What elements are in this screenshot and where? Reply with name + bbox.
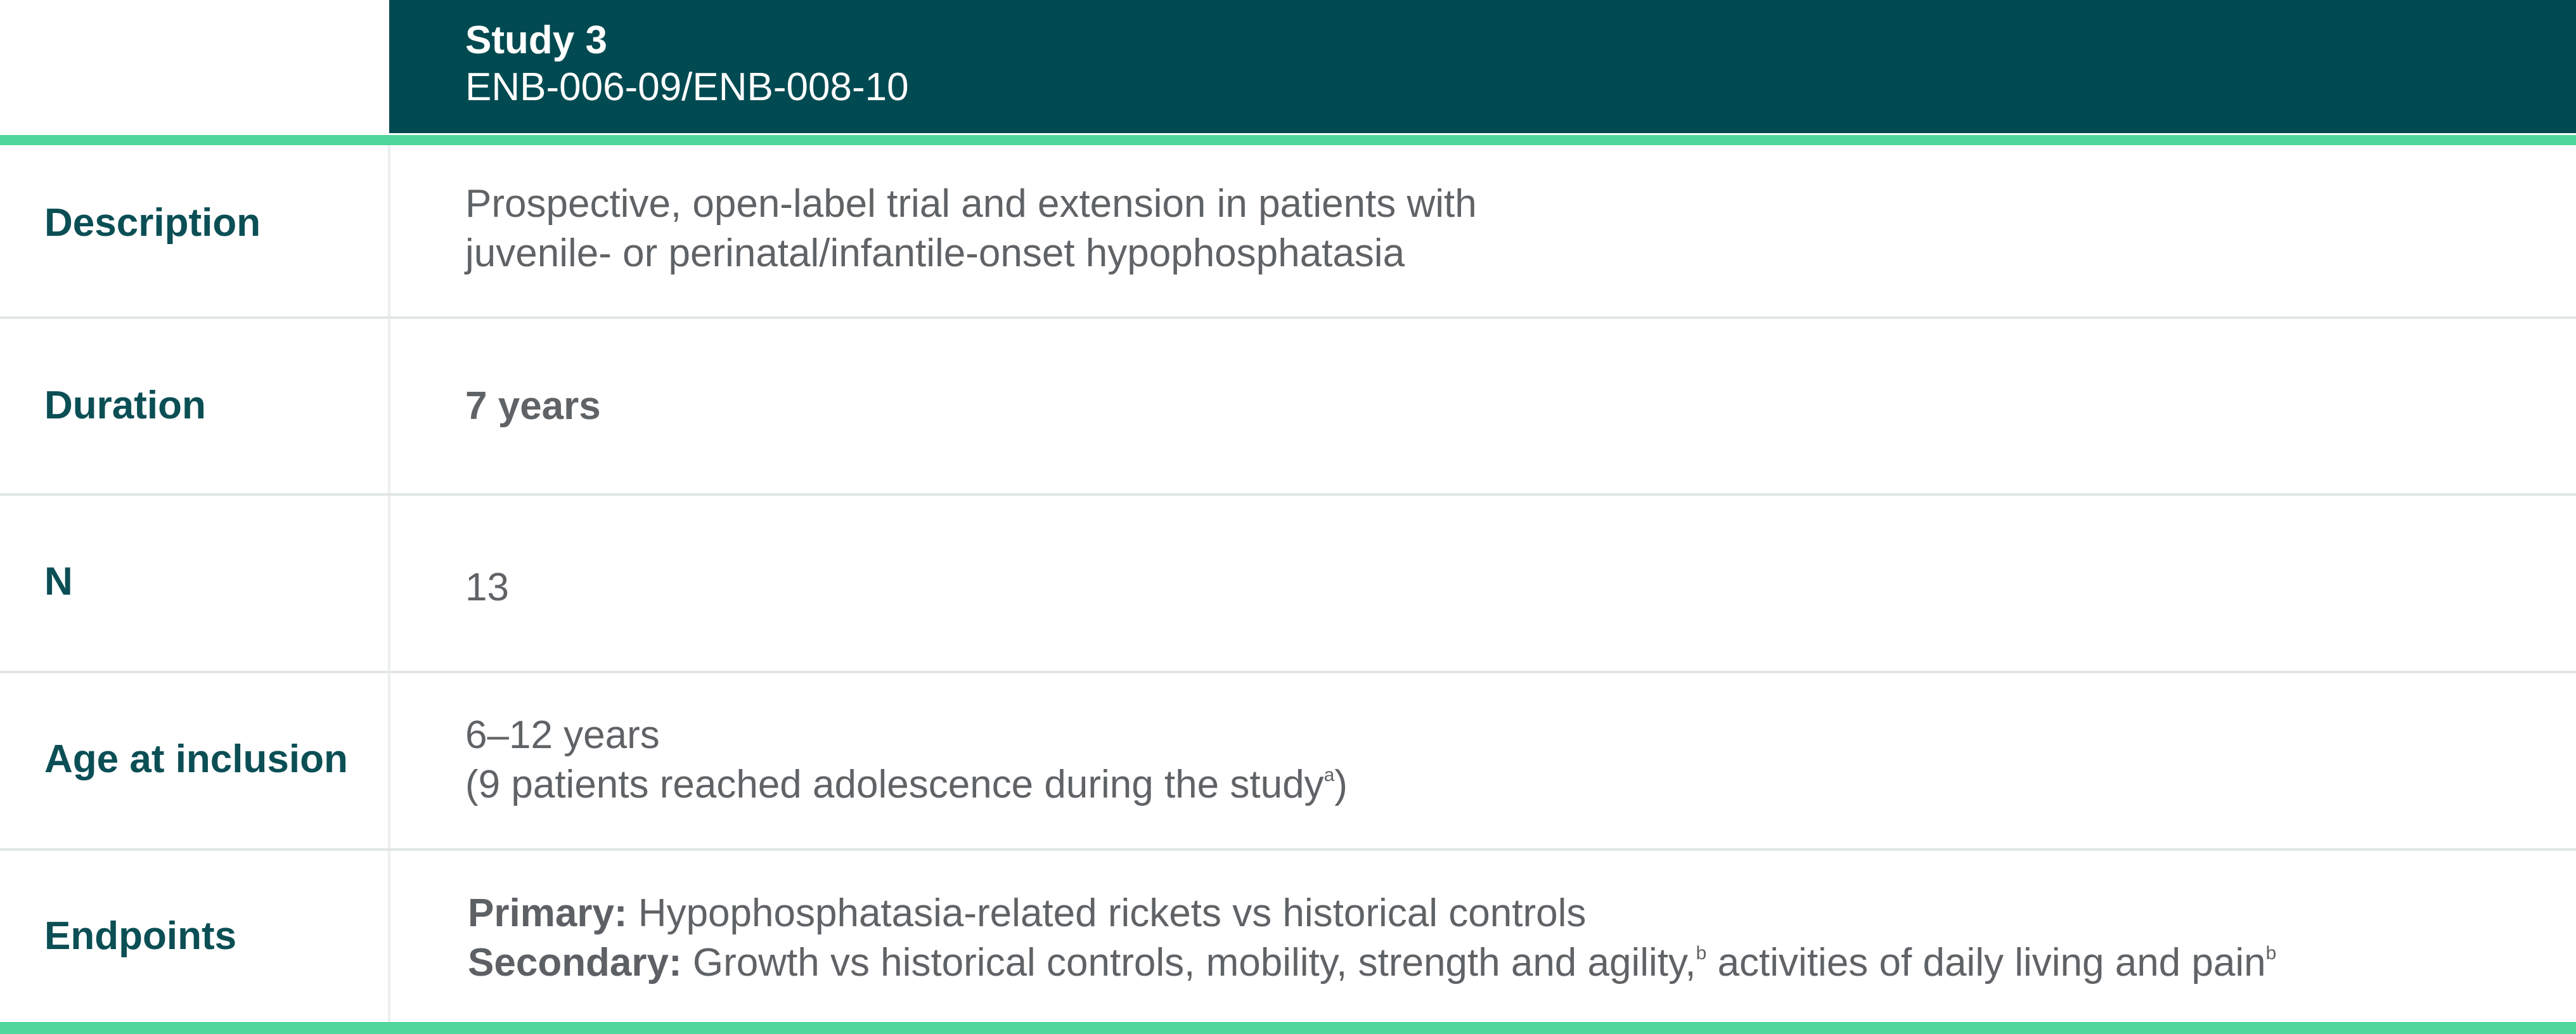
footer-accent-rule	[0, 1022, 2576, 1034]
row-divider	[0, 671, 2576, 673]
age-line-2-close: )	[1334, 763, 1348, 806]
description-line-1: Prospective, open-label trial and extens…	[465, 182, 1477, 226]
study-code: ENB-006-09/ENB-008-10	[465, 65, 909, 109]
study-header: Study 3 ENB-006-09/ENB-008-10	[389, 0, 2576, 133]
row-value-n: 13	[465, 565, 509, 609]
description-line-2: juvenile- or perinatal/infantile-onset h…	[465, 231, 1405, 275]
row-label-description: Description	[44, 201, 261, 245]
primary-text: Hypophosphatasia-related rickets vs hist…	[627, 891, 1587, 935]
age-line-2-text: (9 patients reached adolescence during t…	[465, 763, 1324, 806]
column-divider	[388, 145, 390, 1022]
row-label-endpoints: Endpoints	[44, 914, 237, 958]
study-title: Study 3	[465, 18, 607, 62]
row-label-n: N	[44, 560, 73, 604]
row-value-endpoints: Primary: Hypophosphatasia-related ricket…	[468, 889, 2276, 988]
secondary-text-1: Growth vs historical controls, mobility,…	[681, 941, 1696, 985]
age-line-1: 6–12 years	[465, 713, 660, 757]
row-divider	[0, 848, 2576, 851]
row-divider	[0, 316, 2576, 319]
secondary-text-2: activities of daily living and pain	[1706, 941, 2266, 985]
footnote-marker: b	[2265, 943, 2277, 964]
row-label-duration: Duration	[44, 384, 206, 427]
endpoint-secondary: Secondary: Growth vs historical controls…	[468, 938, 2276, 988]
row-divider	[0, 493, 2576, 496]
row-value-age: 6–12 years (9 patients reached adolescen…	[465, 711, 1348, 810]
secondary-label: Secondary:	[468, 941, 682, 985]
footnote-marker: b	[1696, 943, 1707, 964]
header-accent-rule	[0, 135, 2576, 145]
header-blank-cell	[0, 0, 389, 133]
primary-label: Primary:	[468, 891, 628, 935]
footnote-marker: a	[1323, 765, 1335, 786]
row-value-description: Prospective, open-label trial and extens…	[465, 179, 1477, 278]
age-line-2: (9 patients reached adolescence during t…	[465, 760, 1348, 810]
endpoint-primary: Primary: Hypophosphatasia-related ricket…	[468, 889, 2276, 938]
row-value-duration: 7 years	[465, 384, 601, 428]
row-label-age: Age at inclusion	[44, 737, 348, 781]
